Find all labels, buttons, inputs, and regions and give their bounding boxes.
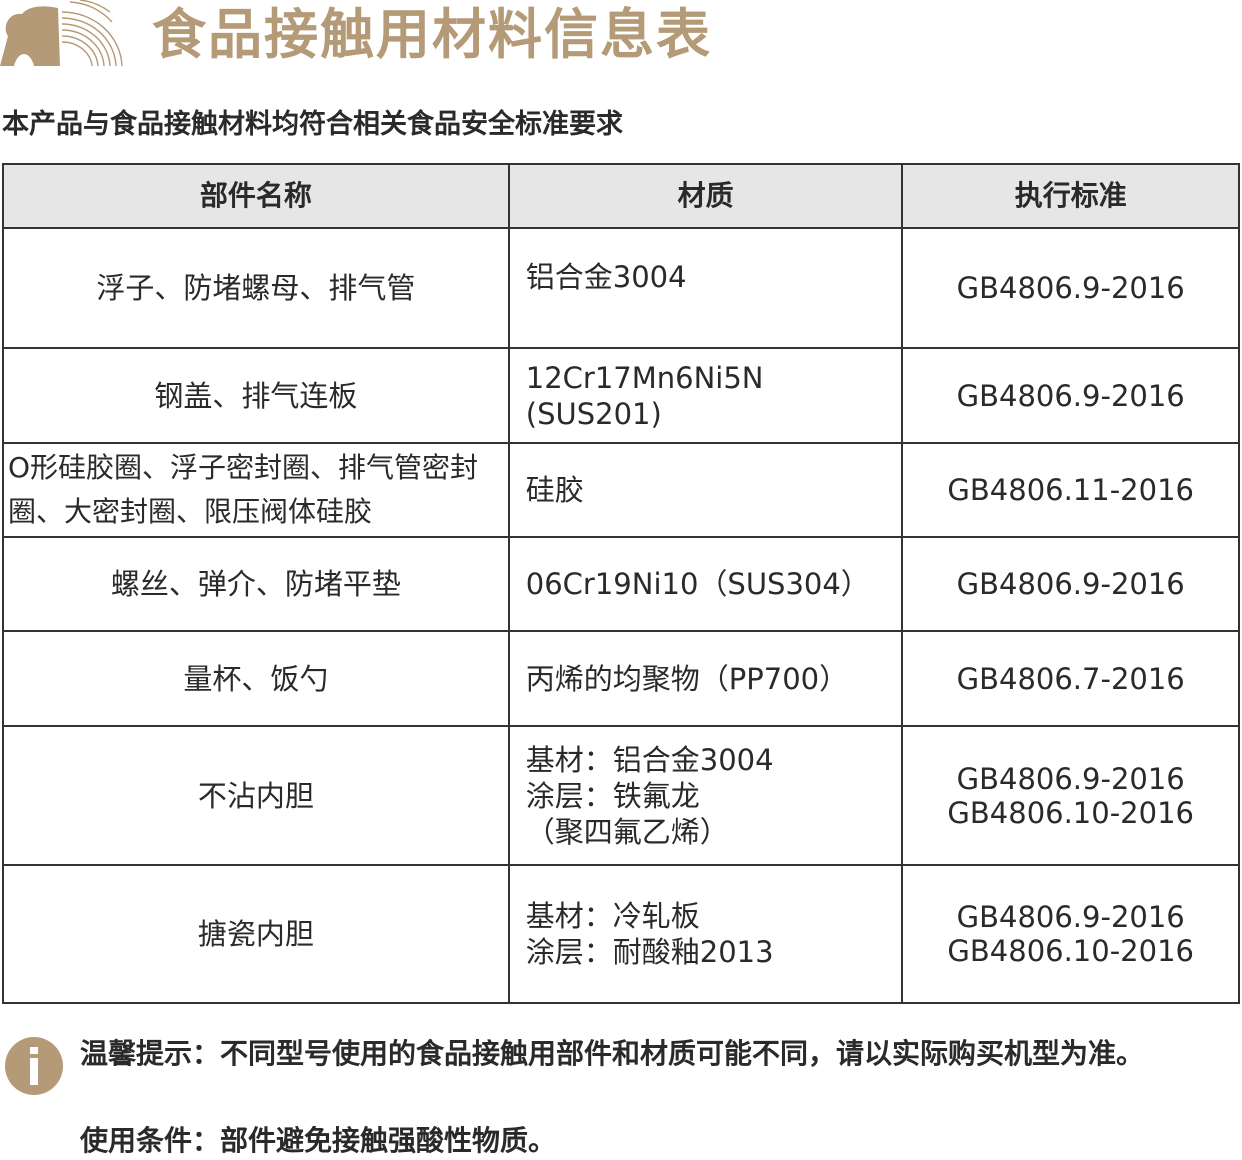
material-cell: 铝合金3004 [507,227,904,349]
table-row: O形硅胶圈、浮子密封圈、排气管密封圈、大密封圈、限压阀体硅胶 硅胶 GB4806.1… [2,442,1240,538]
material-line: 基材：铝合金3004 [525,742,774,777]
standard-line: GB4806.9-2016 [956,761,1185,796]
info-icon [5,1037,63,1095]
material-line: 涂层：耐酸釉2013 [525,935,774,969]
table-header-row: 部件名称 材质 执行标准 [2,163,1240,229]
page-title: 食品接触用材料信息表 [152,3,712,66]
part-name: 搪瓷内胆 [197,917,314,951]
materials-table: 部件名称 材质 执行标准 浮子、防堵螺母、排气管 铝合金3004 GB4806.9-… [2,163,1240,1004]
material-line: 硅胶 [525,473,584,507]
part-name-cell: 螺丝、弹介、防堵平垫 [2,536,510,632]
table-row: 螺丝、弹介、防堵平垫 06Cr19Ni10（SUS304） GB4806.9-201… [2,536,1240,632]
standard-cell: GB4806.9-2016 [901,227,1240,349]
standard-line: GB4806.9-2016 [956,900,1185,934]
brand-logo-icon [0,0,123,67]
standard-cell: GB4806.9-2016 [901,536,1240,632]
part-name-cell: 量杯、饭勺 [2,630,510,727]
part-name-cell: 搪瓷内胆 [2,864,510,1004]
part-name: 浮子、防堵螺母、排气管 [96,271,416,305]
standard-cell: GB4806.9-2016 [901,347,1240,444]
standard-line: GB4806.9-2016 [956,567,1185,601]
material-line: 丙烯的均聚物（PP700） [525,661,849,696]
material-line: 铝合金3004 [525,260,687,294]
part-name: 不沾内胆 [197,778,314,813]
material-line: 涂层：铁氟龙 [525,778,700,813]
material-line: 12Cr17Mn6Ni5N [525,360,764,395]
part-name: 钢盖、排气连板 [154,378,358,413]
part-name-cell: 钢盖、排气连板 [2,347,510,444]
material-cell: 12Cr17Mn6Ni5N (SUS201) [507,347,904,444]
part-name: 螺丝、弹介、防堵平垫 [110,567,401,601]
table-row: 搪瓷内胆 基材：冷轧板 涂层：耐酸釉2013 GB4806.9-2016 GB4806.… [2,864,1240,1004]
column-header: 执行标准 [901,163,1240,229]
material-cell: 硅胶 [507,442,904,538]
standard-line: GB4806.7-2016 [956,661,1185,696]
page-subtitle: 本产品与食品接触材料均符合相关食品安全标准要求 [2,109,623,140]
material-line: 基材：冷轧板 [525,899,700,933]
table-row: 浮子、防堵螺母、排气管 铝合金3004 GB4806.9-2016 [2,227,1240,349]
column-header: 材质 [507,163,904,229]
tip-note: 温馨提示：不同型号使用的食品接触用部件和材质可能不同，请以实际购买机型为准。 [80,1037,1145,1070]
usage-condition-note: 使用条件：部件避免接触强酸性物质。 [80,1124,557,1157]
part-name-cell: 浮子、防堵螺母、排气管 [2,227,510,349]
standard-line: GB4806.9-2016 [956,271,1185,305]
standard-cell: GB4806.9-2016 GB4806.10-2016 [901,864,1240,1004]
material-cell: 丙烯的均聚物（PP700） [507,630,904,727]
material-cell: 基材：铝合金3004 涂层：铁氟龙 （聚四氟乙烯） [507,725,904,866]
standard-cell: GB4806.7-2016 [901,630,1240,727]
part-name: O形硅胶圈、浮子密封圈、排气管密封圈、大密封圈、限压阀体硅胶 [8,451,479,528]
part-name: 量杯、饭勺 [183,661,329,696]
standard-cell: GB4806.11-2016 [901,442,1240,538]
standard-line: GB4806.11-2016 [947,473,1194,507]
material-line: (SUS201) [525,396,662,431]
standard-line: GB4806.10-2016 [947,795,1194,830]
material-line: 06Cr19Ni10（SUS304） [525,567,870,601]
column-header: 部件名称 [2,163,510,229]
table-row: 钢盖、排气连板 12Cr17Mn6Ni5N (SUS201) GB4806.9-201… [2,347,1240,444]
standard-cell: GB4806.9-2016 GB4806.10-2016 [901,725,1240,866]
table-row: 量杯、饭勺 丙烯的均聚物（PP700） GB4806.7-2016 [2,630,1240,727]
table-row: 不沾内胆 基材：铝合金3004 涂层：铁氟龙 （聚四氟乙烯） GB4806.9-2016… [2,725,1240,866]
material-cell: 06Cr19Ni10（SUS304） [507,536,904,632]
standard-line: GB4806.10-2016 [947,934,1194,968]
part-name-cell: O形硅胶圈、浮子密封圈、排气管密封圈、大密封圈、限压阀体硅胶 [2,442,510,538]
material-line: （聚四氟乙烯） [525,814,729,849]
standard-line: GB4806.9-2016 [956,378,1185,413]
material-cell: 基材：冷轧板 涂层：耐酸釉2013 [507,864,904,1004]
part-name-cell: 不沾内胆 [2,725,510,866]
